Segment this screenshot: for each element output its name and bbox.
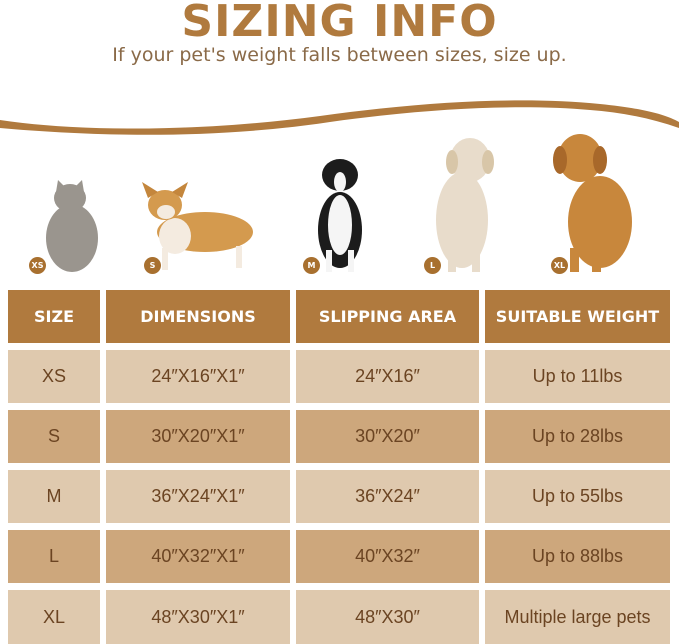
cell-slipping-area: 36″X24″ (296, 470, 479, 523)
cell-size: XL (8, 590, 100, 644)
size-badge-s: S (144, 257, 161, 274)
cell-suitable-weight: Up to 28lbs (485, 410, 670, 463)
cell-dimensions: 30″X20″X1″ (106, 410, 290, 463)
cell-dimensions: 36″X24″X1″ (106, 470, 290, 523)
cell-size: S (8, 410, 100, 463)
labrador-image (436, 138, 494, 272)
cell-dimensions: 24″X16″X1″ (106, 350, 290, 403)
pets-illustration (46, 134, 632, 272)
cell-dimensions: 40″X32″X1″ (106, 530, 290, 583)
cell-size: M (8, 470, 100, 523)
cell-suitable-weight: Up to 11lbs (485, 350, 670, 403)
cell-slipping-area: 30″X20″ (296, 410, 479, 463)
corgi-image (142, 182, 253, 270)
cell-suitable-weight: Up to 88lbs (485, 530, 670, 583)
header-slipping-area: SLIPPING AREA (296, 290, 479, 343)
cell-suitable-weight: Multiple large pets (485, 590, 670, 644)
title: SIZING INFO (181, 0, 498, 47)
header-dimensions: DIMENSIONS (106, 290, 290, 343)
size-badge-xl: XL (551, 257, 568, 274)
cell-dimensions: 48″X30″X1″ (106, 590, 290, 644)
header-size: SIZE (8, 290, 100, 343)
cell-slipping-area: 48″X30″ (296, 590, 479, 644)
cell-slipping-area: 24″X16″ (296, 350, 479, 403)
cell-size: L (8, 530, 100, 583)
golden-retriever-image (553, 134, 632, 272)
size-badge-l: L (424, 257, 441, 274)
cell-suitable-weight: Up to 55lbs (485, 470, 670, 523)
cat-image (46, 180, 98, 272)
size-badge-m: M (303, 257, 320, 274)
cell-slipping-area: 40″X32″ (296, 530, 479, 583)
border-collie-image (318, 159, 362, 272)
wave-divider (0, 100, 679, 135)
cell-size: XS (8, 350, 100, 403)
size-badge-xs: XS (29, 257, 46, 274)
header-suitable-weight: SUITABLE WEIGHT (485, 290, 670, 343)
subtitle: If your pet's weight falls between sizes… (112, 44, 567, 66)
